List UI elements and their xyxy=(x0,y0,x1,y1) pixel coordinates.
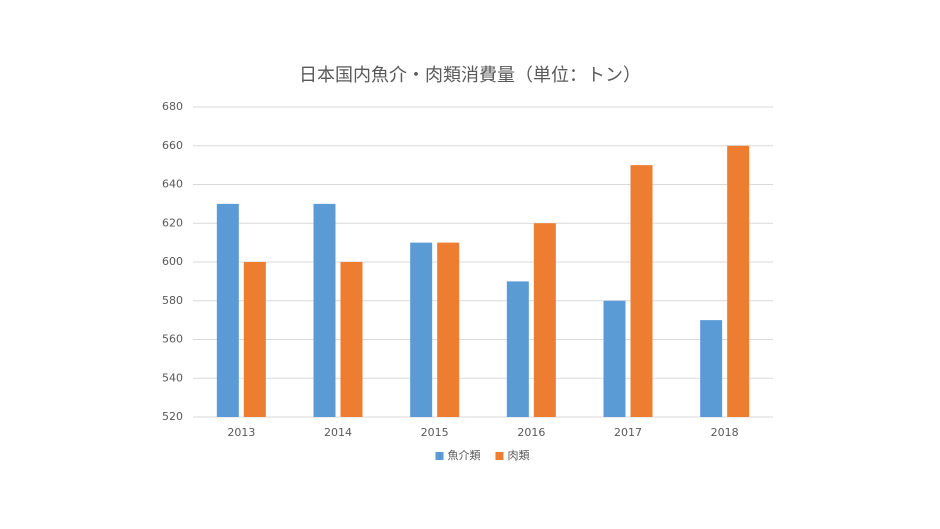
bar xyxy=(700,320,723,417)
bar xyxy=(533,223,556,417)
x-tick-label: 2013 xyxy=(227,426,255,439)
bar xyxy=(243,262,266,417)
bar xyxy=(313,203,336,417)
x-tick-label: 2017 xyxy=(614,426,642,439)
y-tick-label: 640 xyxy=(162,178,183,191)
bar xyxy=(727,145,750,417)
legend-swatch xyxy=(435,452,444,460)
bar xyxy=(340,262,363,417)
x-tick-label: 2018 xyxy=(711,426,739,439)
bar xyxy=(437,242,460,417)
chart-title: 日本国内魚介・肉類消費量（単位：トン） xyxy=(299,65,641,86)
bar xyxy=(506,281,529,417)
legend-label: 肉類 xyxy=(508,449,530,462)
x-tick-label: 2016 xyxy=(517,426,545,439)
y-tick-label: 600 xyxy=(162,255,183,268)
y-tick-label: 520 xyxy=(162,410,183,423)
x-tick-label: 2015 xyxy=(421,426,449,439)
bar xyxy=(603,300,626,417)
y-tick-label: 680 xyxy=(162,100,183,113)
y-tick-label: 620 xyxy=(162,216,183,229)
x-tick-label: 2014 xyxy=(324,426,352,439)
legend-label: 魚介類 xyxy=(448,449,481,462)
y-tick-label: 660 xyxy=(162,139,183,152)
y-tick-label: 580 xyxy=(162,294,183,307)
legend-swatch xyxy=(495,452,504,460)
y-tick-label: 540 xyxy=(162,371,183,384)
y-tick-label: 560 xyxy=(162,333,183,346)
bar xyxy=(630,165,653,417)
bar xyxy=(410,242,433,417)
bar xyxy=(216,203,239,417)
